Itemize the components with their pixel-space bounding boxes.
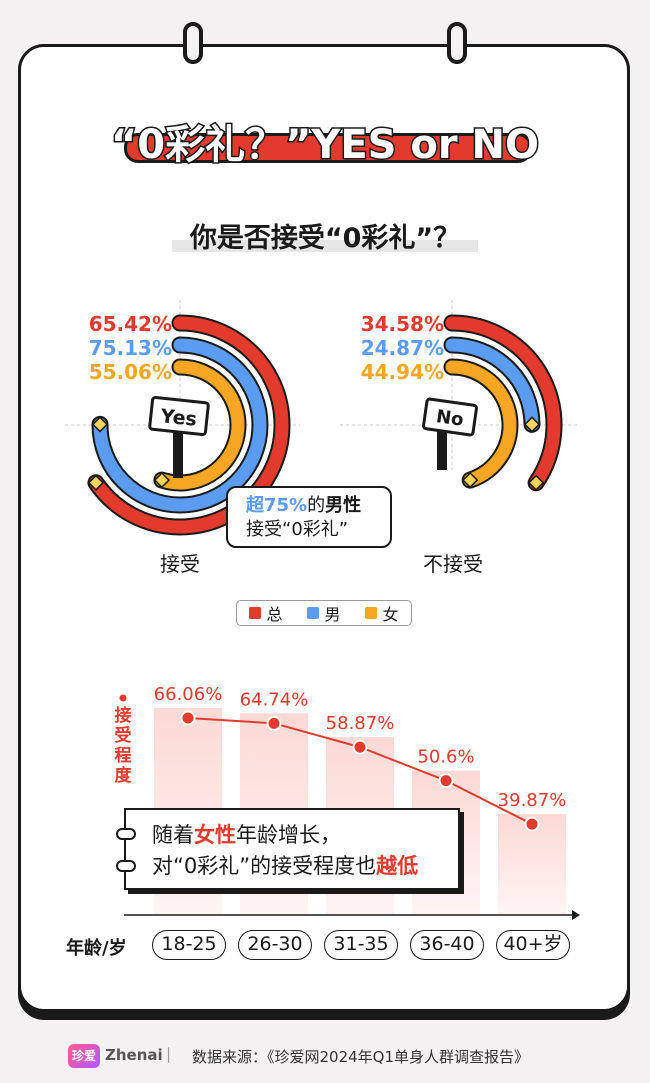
note-line2: 对“0彩礼”的接受程度也越低 (152, 851, 458, 882)
question-heading: 你是否接受“0彩礼”？ (189, 223, 461, 254)
note-lower-highlight: 越低 (376, 854, 419, 878)
footer-source: 数据来源：《珍爱网2024年Q1单身人群调查报告》 (192, 1048, 530, 1066)
accept-female-value: 55.06% (88, 360, 172, 384)
arcs-accept-female-arc (155, 360, 245, 490)
arcs-reject-male-coin-icon (523, 416, 541, 433)
callout-male: 男性 (325, 495, 362, 516)
arcs-reject-male-arc (445, 338, 539, 431)
legend-female-label: 女 (382, 605, 399, 624)
legend-total: 总 (249, 601, 283, 625)
arc-group-reject (443, 314, 563, 492)
age-value-label-3: 50.6% (417, 747, 474, 768)
note-l1a: 随着 (152, 823, 194, 847)
arcs-accept-total-coin-icon (87, 474, 105, 491)
legend-total-swatch (249, 607, 262, 619)
yes-sign-text: Yes (159, 405, 198, 431)
male-callout: 超75%的男性 接受“0彩礼” (226, 486, 392, 548)
age-chart-xlabel: 年龄/岁 (66, 938, 127, 959)
binder-ring-left (183, 22, 203, 64)
footer-separator: | (166, 1045, 172, 1063)
reject-label: 不接受 (423, 552, 483, 576)
arcs-reject-female-coin-icon (461, 471, 479, 489)
age-chart-ylabel: 接受程度 (114, 706, 132, 786)
no-sign: No (422, 397, 478, 470)
reject-male-value: 24.87% (360, 336, 444, 360)
age-value-label-0: 66.06% (154, 684, 223, 705)
arcs-reject-total-coin-icon (527, 474, 545, 491)
note-line1: 随着女性年龄增长， (152, 820, 458, 851)
title-banner (124, 133, 532, 163)
age-value-label-1: 64.74% (240, 689, 309, 710)
age-point-2 (352, 739, 368, 755)
legend-total-label: 总 (266, 605, 283, 624)
callout-connector: 的 (307, 495, 326, 516)
age-category-pill: 18-25 (152, 930, 226, 960)
legend-female: 女 (365, 601, 399, 625)
legend-male-swatch (307, 607, 320, 619)
age-points: 66.06% 64.74% 58.87% 50.6% 39.87% (154, 684, 567, 832)
arcs-accept-total-arc (89, 316, 289, 534)
age-point-3 (438, 773, 454, 789)
radial-charts: Yes No (65, 300, 580, 536)
note-l2a: 对“0彩礼”的接受程度也 (152, 854, 377, 878)
accept-label: 接受 (160, 552, 200, 576)
arcs-accept-male-arc (93, 338, 267, 512)
arcs-accept-female-coin-icon (153, 471, 171, 489)
age-category-pill: 40+岁 (496, 930, 570, 960)
legend-female-swatch (365, 607, 378, 619)
reject-total-value: 34.58% (360, 312, 444, 336)
arc-group-accept (87, 314, 291, 536)
arcs-reject-total-arc (445, 316, 561, 490)
note-l1c: 年龄增长， (236, 823, 341, 847)
no-sign-text: No (435, 406, 465, 431)
age-point-0 (180, 710, 196, 726)
ylabel-dot (119, 694, 127, 702)
age-category-pill: 31-35 (324, 930, 398, 960)
yes-sign: Yes (148, 395, 210, 478)
accept-total-value: 65.42% (88, 312, 172, 336)
legend-male-label: 男 (324, 605, 341, 624)
zhenai-logo-icon: 珍爱 (68, 1044, 100, 1068)
age-point-1 (266, 715, 282, 731)
trend-note: 随着女性年龄增长， 对“0彩礼”的接受程度也越低 (116, 808, 460, 890)
accept-male-value: 75.13% (88, 336, 172, 360)
arcs-accept-male-coin-icon (91, 416, 109, 433)
age-point-4 (524, 816, 540, 832)
x-axis-arrow-icon (572, 910, 580, 920)
legend-male: 男 (307, 601, 341, 625)
age-value-label-4: 39.87% (498, 790, 567, 811)
age-category-pill: 36-40 (410, 930, 484, 960)
arcs-reject-female-arc (445, 360, 517, 487)
age-line-chart: 66.06% 64.74% 58.87% 50.6% 39.87% (119, 684, 580, 920)
age-value-label-2: 58.87% (326, 713, 395, 734)
legend: 总 男 女 (236, 600, 412, 626)
note-clip-bottom (116, 860, 136, 872)
age-category-pill: 26-30 (238, 930, 312, 960)
page-title: “0彩礼？”YES or NO (109, 121, 540, 170)
question-highlight (172, 240, 478, 252)
reject-female-value: 44.94% (360, 360, 444, 384)
callout-highlight: 超75% (246, 495, 308, 516)
binder-ring-right (447, 22, 467, 64)
footer-brand: Zhenai (105, 1046, 163, 1064)
callout-line2: 接受“0彩礼” (246, 519, 349, 540)
note-clip-top (116, 828, 136, 840)
note-female-highlight: 女性 (194, 823, 236, 847)
